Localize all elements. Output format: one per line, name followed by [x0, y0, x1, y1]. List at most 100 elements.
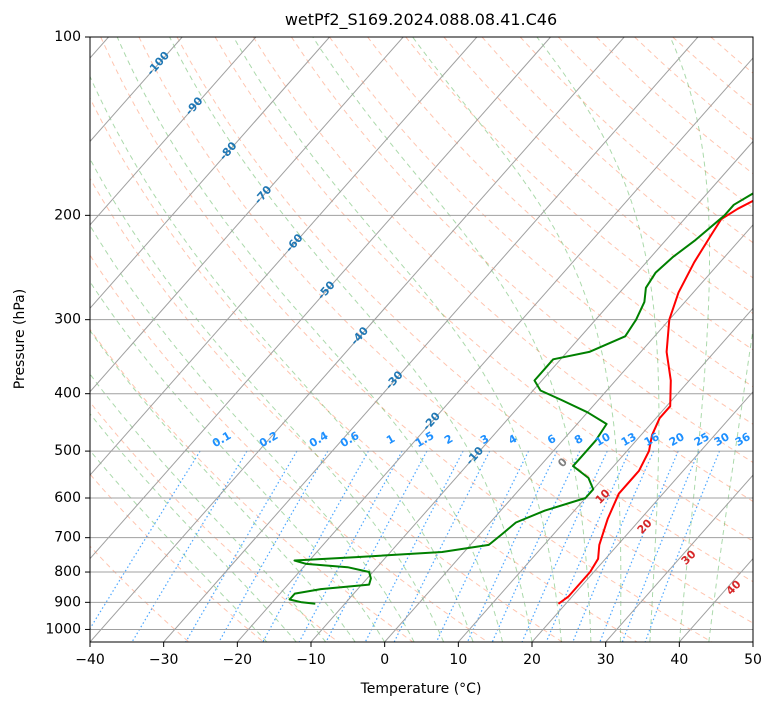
x-tick-label: 30 — [597, 652, 615, 668]
mixing-ratio-line — [364, 450, 464, 642]
x-tick-label: −20 — [223, 652, 253, 668]
dry-adiabat-line — [329, 37, 753, 425]
dry-adiabat-line — [519, 37, 753, 244]
chart-title: wetPf2_S169.2024.088.08.41.C46 — [285, 10, 557, 30]
dry-adiabat-line — [214, 37, 753, 542]
isotherm-line — [678, 557, 753, 642]
moist-adiabat-line — [412, 37, 622, 642]
isobars — [90, 37, 753, 630]
moist-adiabat-line — [90, 75, 474, 642]
dry-adiabat-line — [252, 37, 753, 503]
moist-adiabat-label: 10 — [593, 486, 613, 506]
mixing-ratio-label: 4 — [506, 432, 519, 447]
x-tick-label: 20 — [523, 652, 541, 668]
x-tick-label: −40 — [75, 652, 105, 668]
mixing-ratio-line — [621, 450, 700, 642]
mixing-ratio-label: 25 — [692, 430, 712, 449]
dry-adiabat-line — [90, 254, 488, 642]
mixing-ratio-line — [90, 450, 201, 630]
isotherm-line — [310, 140, 753, 642]
isotherm-line — [90, 37, 404, 393]
dry-adiabat-line — [90, 96, 638, 642]
moist-adiabat-line — [169, 37, 533, 642]
mixing-ratio-label: 0.4 — [307, 429, 331, 450]
dry-adiabat-line — [100, 37, 712, 642]
dry-adiabats — [90, 37, 753, 642]
y-tick-label: 600 — [54, 490, 81, 506]
isotherm-line — [457, 307, 753, 642]
dry-adiabat-line — [405, 37, 753, 351]
y-tick-label: 700 — [54, 530, 81, 546]
isotherm-line — [163, 37, 699, 642]
isotherm-line — [90, 37, 183, 143]
temperature-profile-line — [557, 199, 753, 605]
isotherm-line — [531, 390, 753, 642]
x-tick-label: 50 — [744, 652, 762, 668]
dry-adiabat-line — [90, 177, 563, 642]
y-tick-label: 400 — [54, 386, 81, 402]
isotherm-line — [605, 474, 753, 642]
x-tick-label: 10 — [449, 652, 467, 668]
dry-adiabat-line — [90, 545, 190, 642]
mixing-ratio-line — [393, 450, 491, 642]
mixing-ratio-label: 13 — [619, 430, 639, 449]
mixing-ratio-line — [466, 450, 558, 642]
mixing-ratio-label: 1.5 — [413, 429, 436, 450]
dry-adiabat-line — [443, 37, 753, 315]
y-tick-label: 900 — [54, 594, 81, 610]
moist-adiabat-label: 30 — [679, 547, 699, 567]
moist-adiabat-line — [233, 37, 562, 642]
mixing-ratio-label: 2 — [442, 432, 455, 447]
isotherm-line — [752, 641, 753, 642]
y-tick-label: 100 — [54, 29, 81, 45]
dry-adiabat-line — [367, 37, 753, 388]
mixing-ratio-label: 8 — [572, 432, 585, 447]
y-tick-label: 800 — [54, 564, 81, 580]
moist-adiabat-line — [90, 449, 268, 642]
isotherm-line — [236, 57, 753, 642]
y-axis: 100 200 300 400 500 600 700 800 900 1000 — [45, 29, 90, 637]
mixing-ratio-line — [599, 450, 679, 642]
mixing-ratio-label: 1 — [384, 432, 397, 447]
series-lines — [288, 192, 753, 605]
dry-adiabat-line — [634, 37, 753, 141]
isotherm-line — [90, 37, 330, 310]
moist-adiabat-line — [116, 37, 503, 642]
y-tick-label: 500 — [54, 443, 81, 459]
x-axis: −40 −30 −20 −10 0 10 20 30 40 50 — [75, 642, 762, 668]
mixing-ratio-line — [325, 450, 428, 642]
dewpoint-profile-line — [288, 192, 753, 605]
y-tick-label: 1000 — [45, 621, 81, 637]
isotherm-line — [90, 37, 551, 560]
moist-adiabat-line — [669, 37, 710, 642]
mixing-ratio-line — [491, 450, 581, 642]
plot-frame — [89, 36, 754, 643]
mixing-ratio-label: 0.1 — [210, 429, 233, 450]
moist-adiabat-line — [90, 280, 386, 642]
isotherm-line — [90, 37, 257, 226]
mixing-ratio-label: 36 — [733, 430, 753, 449]
mixing-ratio-line — [262, 450, 369, 642]
plot-area: -100-90-80-70-60-50-40-30-20-10 0.1 0.2 0.… — [90, 37, 753, 642]
moist-adiabat-line — [90, 329, 356, 642]
dry-adiabat-line — [290, 37, 753, 464]
moist-adiabat-label: 40 — [724, 577, 744, 597]
mixing-ratio-line — [572, 450, 655, 642]
moist-adiabat-line — [312, 37, 592, 642]
isotherms — [90, 37, 753, 642]
dry-adiabat-line — [481, 37, 753, 279]
moist-adiabat-line — [90, 412, 297, 642]
isotherm-line — [90, 37, 625, 642]
mixing-ratio-lines — [90, 450, 721, 642]
isotherm-labels: -100-90-80-70-60-50-40-30-20-10 — [144, 49, 486, 468]
dry-adiabat-line — [90, 401, 339, 642]
mixing-ratio-line — [218, 450, 329, 642]
dry-adiabat-line — [90, 473, 264, 642]
moist-adiabat-line — [708, 325, 753, 642]
moist-adiabat-line — [90, 157, 445, 642]
mixing-ratio-label: 0.2 — [257, 429, 280, 450]
x-axis-title: Temperature (°C) — [360, 681, 482, 697]
mixing-ratio-label: 0.6 — [338, 429, 362, 450]
mixing-ratio-label: 30 — [712, 430, 732, 449]
isotherm-line — [90, 37, 478, 476]
